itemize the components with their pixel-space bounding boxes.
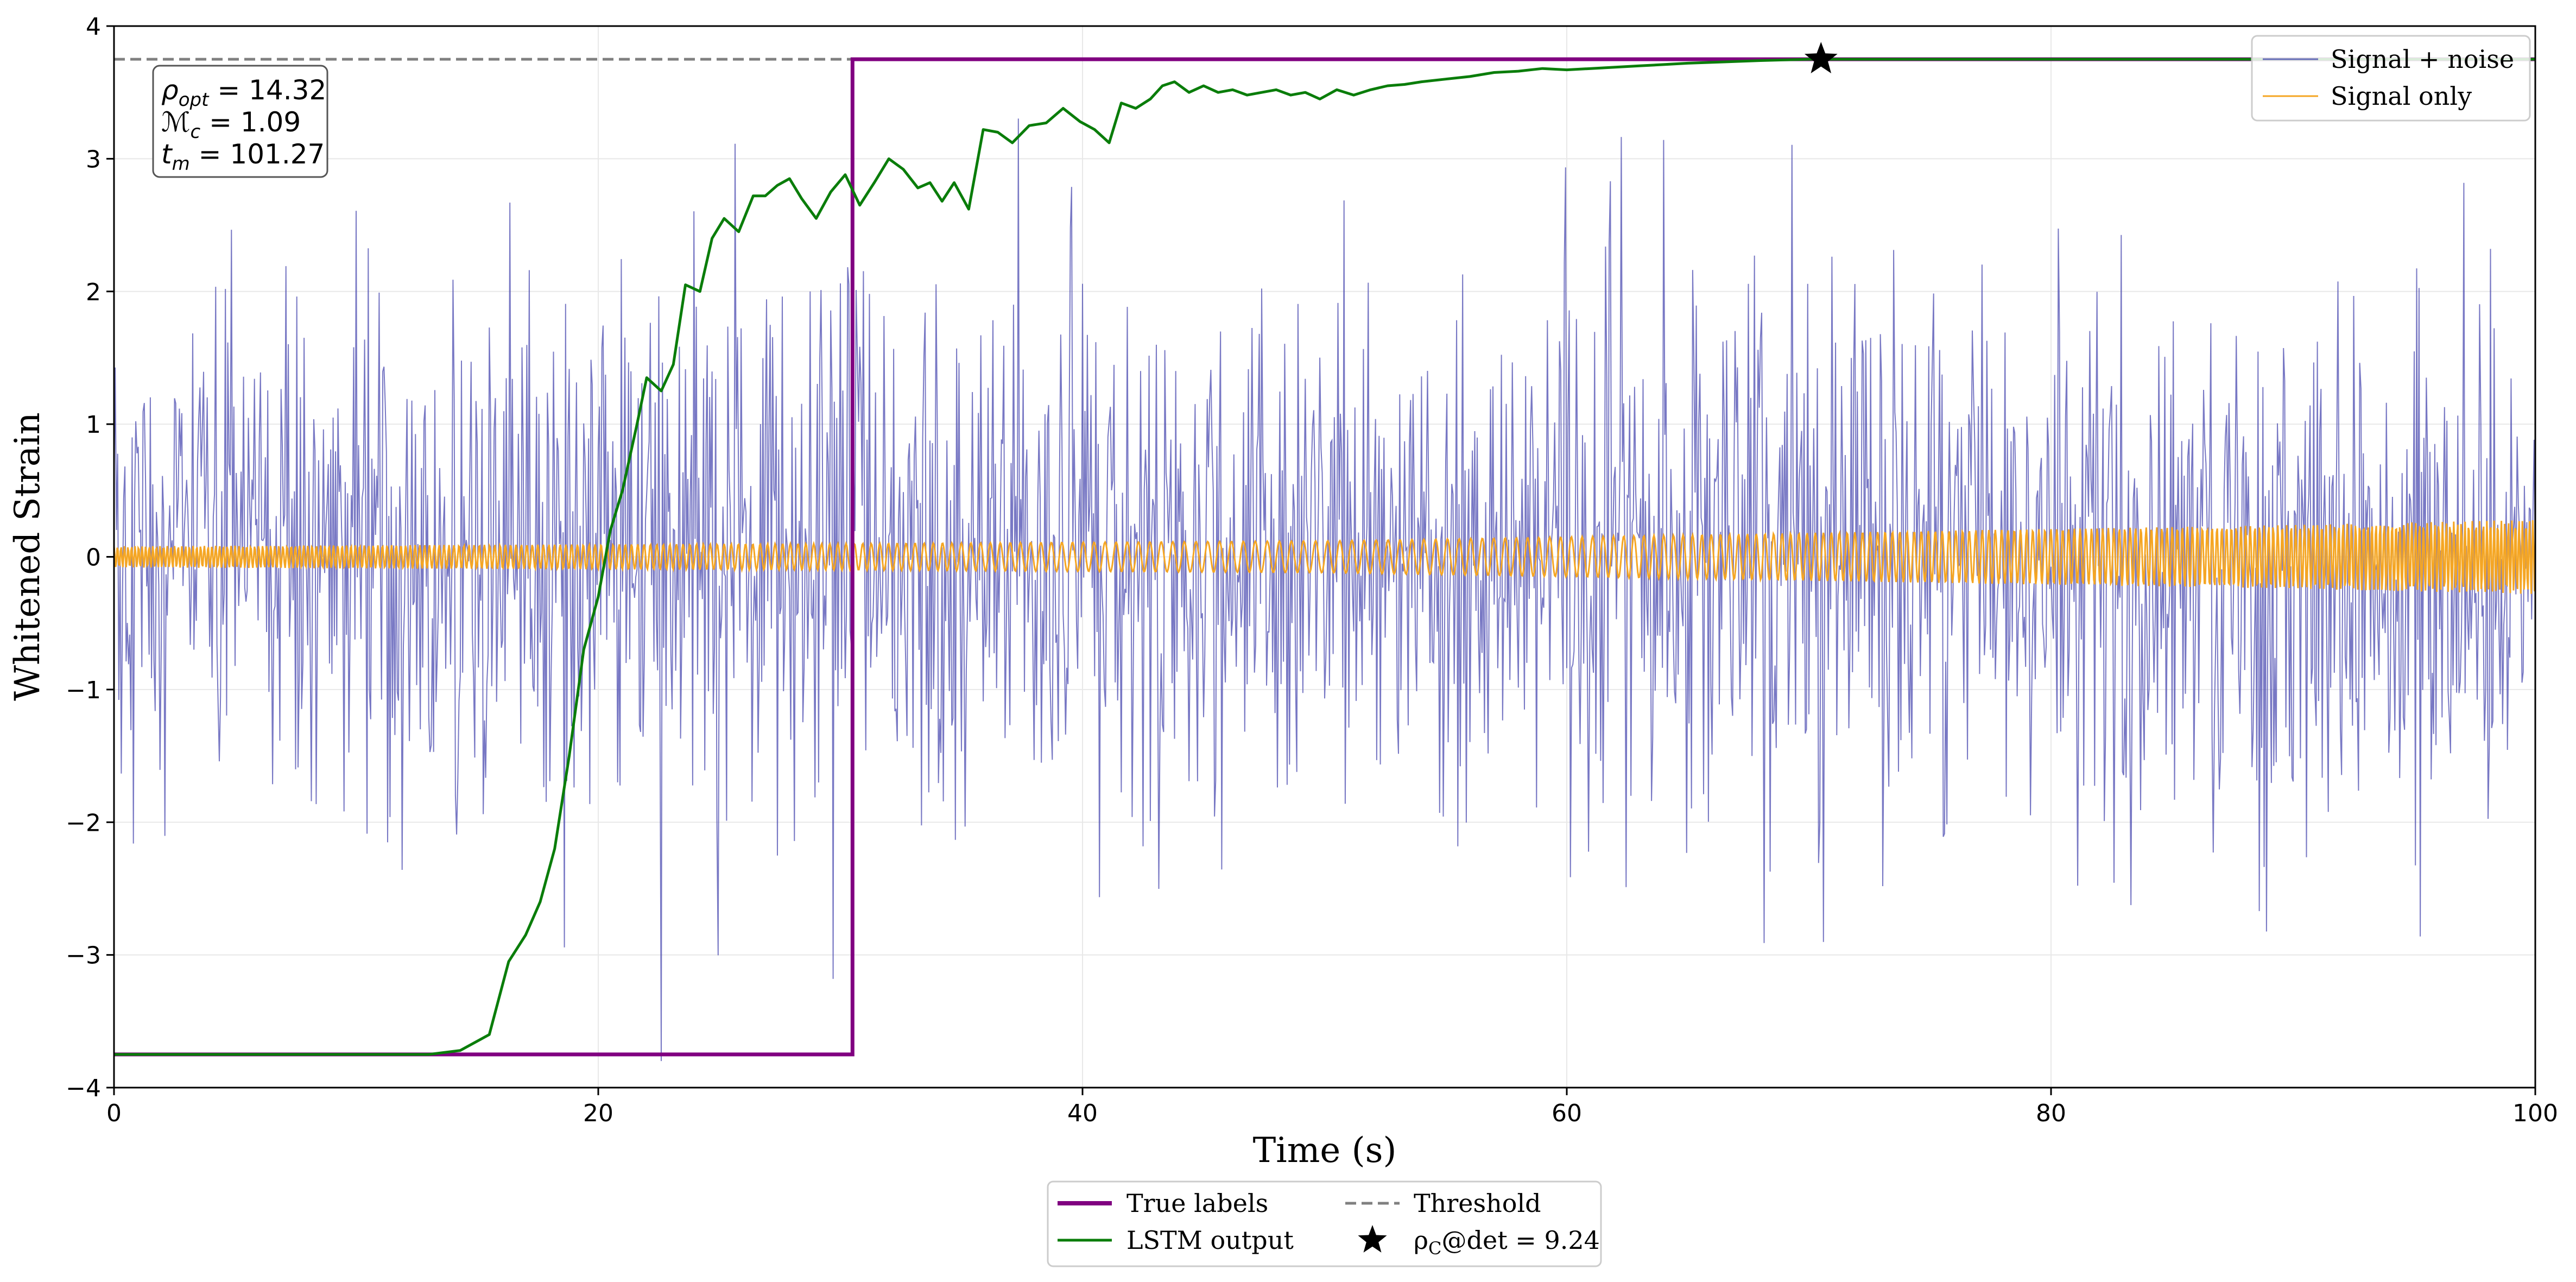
y-tick-label: −2: [66, 809, 101, 837]
legend-noisy-label: Signal + noise: [2331, 45, 2514, 74]
legend-threshold-label: Threshold: [1414, 1189, 1541, 1218]
y-tick-label: 2: [86, 279, 101, 306]
x-tick-label: 80: [2036, 1100, 2066, 1127]
tm-text: tm = 101.27: [161, 138, 325, 175]
legend-lstm-label: LSTM output: [1126, 1226, 1294, 1255]
x-tick-label: 100: [2512, 1100, 2558, 1127]
legend-detection-label: ρC@det = 9.24: [1414, 1226, 1600, 1259]
y-tick-label: −1: [66, 677, 101, 704]
x-tick-label: 60: [1552, 1100, 1582, 1127]
axis-ticks: 0 20 40 60 80 100 −4 −3 −2 −1 0 1 2 3 4: [66, 13, 2558, 1127]
x-tick-label: 40: [1067, 1100, 1098, 1127]
x-tick-label: 20: [583, 1100, 613, 1127]
y-tick-label: 0: [86, 544, 101, 572]
legend-true-labels-label: True labels: [1126, 1189, 1268, 1218]
x-axis-title: Time (s): [1253, 1131, 1397, 1171]
plot-area: [114, 57, 2535, 1062]
series-signal-plus-noise: [114, 118, 2535, 1062]
rho-opt-text: ρopt = 14.32: [161, 74, 326, 111]
legend-lower: True labels LSTM output Threshold ρC@det…: [1047, 1180, 1602, 1267]
legend-upper: Signal + noise Signal only: [2251, 35, 2531, 122]
y-axis-title: Whitened Strain: [8, 412, 48, 700]
annotation-box: ρopt = 14.32 ℳc = 1.09 tm = 101.27: [152, 65, 328, 178]
series-true-labels: [114, 57, 2535, 1057]
legend-clean-label: Signal only: [2331, 81, 2472, 111]
detection-marker: [1804, 42, 1838, 73]
series-lstm-output: [114, 58, 2535, 1056]
series-signal-only: [114, 520, 2535, 594]
y-tick-label: −4: [66, 1075, 101, 1102]
y-tick-label: 4: [86, 13, 101, 41]
y-tick-label: −3: [66, 942, 101, 970]
y-tick-label: 3: [86, 146, 101, 173]
mc-text: ℳc = 1.09: [161, 106, 301, 143]
legend-detection-star: [1358, 1225, 1387, 1253]
x-tick-label: 0: [106, 1100, 122, 1127]
y-tick-label: 1: [86, 411, 101, 439]
